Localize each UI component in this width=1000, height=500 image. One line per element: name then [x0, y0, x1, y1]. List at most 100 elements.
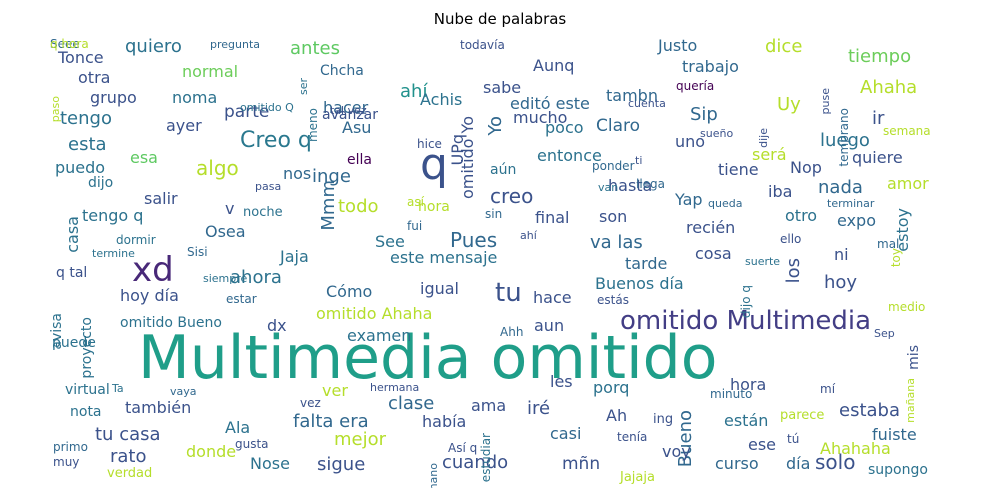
- cloud-word: Chcha: [320, 63, 364, 79]
- cloud-word: Mmm: [318, 180, 339, 231]
- cloud-word: sabe: [483, 78, 522, 97]
- cloud-word: mis: [906, 345, 922, 370]
- cloud-word: voy: [662, 442, 691, 461]
- cloud-word: Pues: [450, 228, 498, 252]
- cloud-word: mañana: [904, 378, 917, 423]
- cloud-word: ti: [635, 154, 643, 167]
- cloud-word: Sisi: [187, 245, 208, 259]
- cloud-word: quiere: [852, 148, 903, 167]
- cloud-word: Cómo: [326, 282, 373, 301]
- cloud-word: omitido Multimedia: [620, 306, 872, 336]
- cloud-word: ahora: [230, 267, 282, 288]
- cloud-word: parece: [780, 408, 825, 423]
- cloud-word: q tal: [56, 265, 88, 281]
- cloud-word: ni: [834, 245, 849, 264]
- cloud-word: quiero: [125, 38, 182, 57]
- cloud-word: luego: [820, 130, 870, 151]
- cloud-word: tengo: [60, 108, 112, 129]
- cloud-word: dormir: [116, 233, 156, 247]
- cloud-word: hora: [418, 199, 450, 215]
- cloud-word: hice: [417, 137, 442, 151]
- cloud-word: poco: [545, 118, 584, 137]
- cloud-word: clase: [388, 393, 435, 414]
- cloud-word: será: [752, 145, 787, 164]
- cloud-word: primo: [53, 440, 88, 454]
- cloud-word: paso: [50, 96, 62, 123]
- cloud-word: son: [599, 207, 628, 226]
- cloud-word: Claro: [596, 116, 641, 136]
- cloud-word: ver: [322, 381, 348, 400]
- cloud-word: tiempo: [848, 46, 912, 67]
- cloud-word: donde: [186, 442, 237, 461]
- cloud-word: sueño: [700, 127, 734, 140]
- cloud-word: Seee: [50, 38, 80, 51]
- cloud-word: nos: [283, 164, 312, 183]
- cloud-word: temprano: [837, 108, 851, 167]
- cloud-word: noma: [172, 88, 218, 107]
- cloud-word: trabajo: [682, 57, 739, 76]
- cloud-word: Yo: [485, 116, 506, 136]
- cloud-word: gusta: [235, 437, 269, 451]
- cloud-word: Creo q: [240, 128, 312, 153]
- cloud-word: hoy día: [120, 286, 179, 305]
- cloud-word: omitido Ahaha: [316, 304, 433, 323]
- cloud-word: Nop: [790, 158, 822, 177]
- cloud-word: Multimedia omitido: [138, 323, 718, 393]
- cloud-word: vaya: [170, 385, 197, 398]
- cloud-word: estás: [597, 293, 629, 307]
- cloud-word: hermano: [427, 463, 440, 488]
- cloud-word: amor: [887, 174, 929, 193]
- cloud-word: tu: [495, 278, 522, 308]
- cloud-word: omitido Bueno: [120, 315, 222, 331]
- cloud-word: q: [420, 139, 448, 190]
- cloud-word: Sip: [690, 104, 718, 125]
- cloud-word: hermana: [370, 381, 420, 394]
- cloud-word: hasta: [608, 176, 653, 195]
- cloud-word: editó este: [510, 94, 590, 113]
- cloud-word: cuenta: [628, 97, 666, 110]
- cloud-word: fuiste: [872, 425, 917, 444]
- cloud-word: solo: [815, 450, 856, 474]
- cloud-word: puse: [819, 88, 832, 115]
- cloud-word: pregunta: [210, 38, 261, 51]
- cloud-word: ing: [653, 412, 674, 427]
- cloud-word: todavía: [460, 38, 505, 52]
- cloud-word: sigue: [317, 454, 366, 475]
- cloud-word: normal: [182, 62, 239, 81]
- cloud-word: Asu: [342, 118, 372, 137]
- cloud-word: rato: [110, 446, 147, 467]
- cloud-word: final: [535, 208, 570, 227]
- cloud-word: inge: [312, 166, 351, 187]
- cloud-word: dijo: [88, 175, 114, 191]
- cloud-word: todo: [338, 196, 379, 217]
- cloud-word: este mensaje: [390, 248, 498, 267]
- cloud-word: así: [407, 195, 424, 209]
- cloud-word: Achis: [420, 90, 463, 109]
- cloud-word: medio: [888, 300, 926, 314]
- cloud-word: Nose: [250, 454, 290, 473]
- cloud-word: Aunq: [533, 56, 575, 75]
- cloud-word: estaba: [839, 400, 900, 421]
- cloud-word: ahí: [400, 81, 428, 102]
- cloud-word: tenía: [617, 430, 648, 444]
- cloud-word: otro: [785, 206, 818, 225]
- cloud-word: termine: [92, 247, 135, 260]
- cloud-word: iré: [527, 398, 551, 419]
- cloud-word: había: [422, 412, 467, 431]
- cloud-word: cuando: [442, 452, 509, 473]
- cloud-word: van: [598, 181, 619, 194]
- cloud-word: va las: [590, 232, 643, 253]
- cloud-word: mñn: [562, 454, 601, 474]
- cloud-word: cosa: [695, 244, 732, 263]
- cloud-word: uno: [675, 132, 706, 151]
- cloud-word: Ta: [112, 382, 124, 395]
- cloud-word: tengo q: [82, 206, 144, 225]
- cloud-word: igual: [420, 279, 459, 298]
- cloud-word: ahí: [520, 229, 537, 242]
- cloud-word: casi: [550, 424, 582, 443]
- cloud-word: Buenos día: [595, 274, 684, 293]
- cloud-word: Sep: [874, 327, 895, 340]
- cloud-word: algo: [196, 156, 239, 180]
- cloud-word: Ala: [225, 418, 251, 437]
- cloud-word: Osea: [205, 222, 246, 241]
